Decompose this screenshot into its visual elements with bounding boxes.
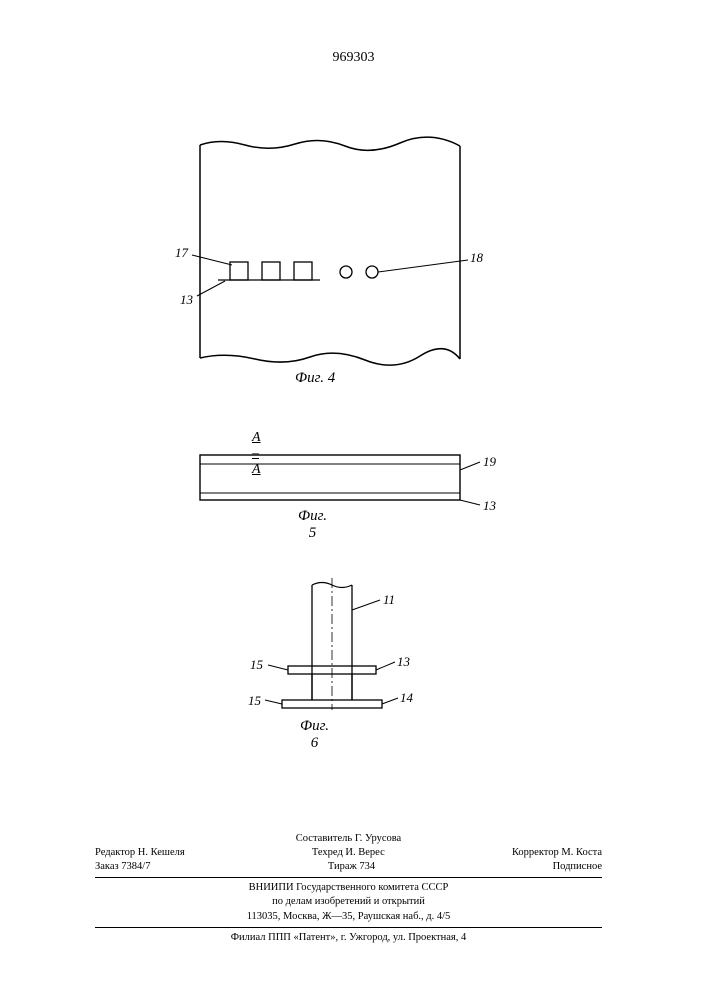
footer-rule-2: [95, 927, 602, 928]
leader-11: [352, 600, 380, 610]
leader-13c: [376, 662, 395, 670]
ref-15a: 15: [250, 657, 263, 673]
footer-editor: Редактор Н. Кешеля: [95, 846, 185, 860]
footer-addr2: Филиал ППП «Патент», г. Ужгород, ул. Про…: [95, 931, 602, 945]
leader-14: [382, 698, 398, 704]
figure-6-svg: [0, 0, 707, 800]
footer-techred: Техред И. Верес: [312, 846, 385, 860]
fig6-caption: Фиг. 6: [300, 718, 329, 752]
footer-tirazh: Тираж 734: [328, 860, 375, 874]
footer-order: Заказ 7384/7: [95, 860, 150, 874]
footer-compiler: Составитель Г. Урусова: [95, 832, 602, 846]
footer: Составитель Г. Урусова Редактор Н. Кешел…: [95, 832, 602, 945]
ref-15b: 15: [248, 693, 261, 709]
footer-rule-1: [95, 877, 602, 878]
leader-15a: [268, 665, 288, 670]
footer-org1: ВНИИПИ Государственного комитета СССР: [95, 881, 602, 895]
footer-org2: по делам изобретений и открытий: [95, 895, 602, 909]
footer-subscription: Подписное: [553, 860, 602, 874]
leader-15b: [265, 700, 282, 704]
ref-14: 14: [400, 690, 413, 706]
footer-corrector: Корректор М. Коста: [512, 846, 602, 860]
footer-addr1: 113035, Москва, Ж—35, Раушская наб., д. …: [95, 910, 602, 924]
ref-11: 11: [383, 592, 395, 608]
ref-13c: 13: [397, 654, 410, 670]
